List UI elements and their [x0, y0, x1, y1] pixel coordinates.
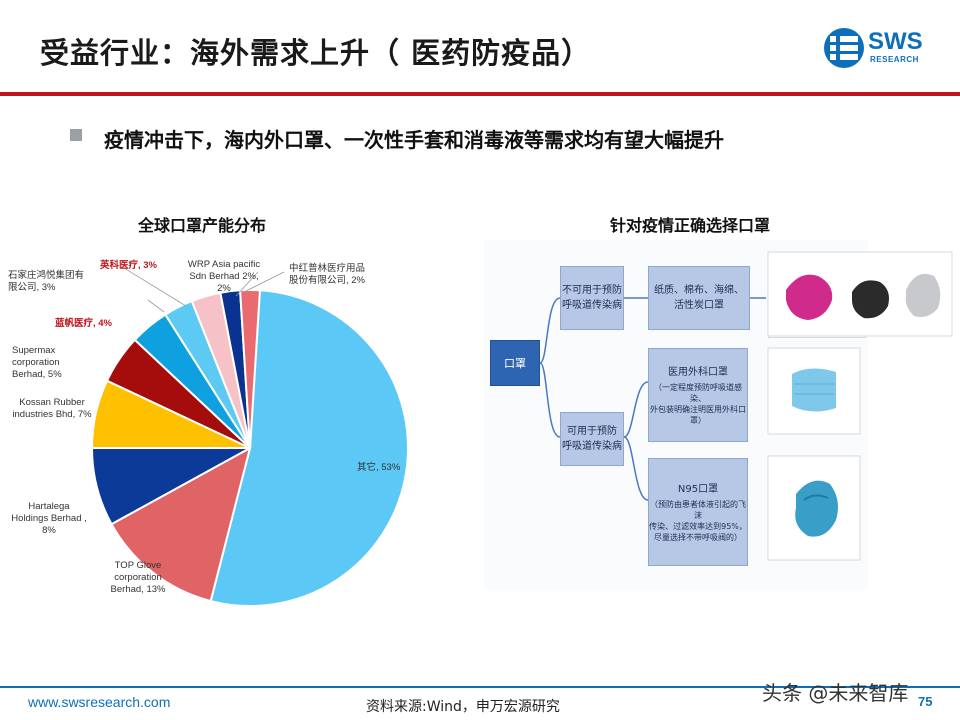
bullet-square-icon: [70, 129, 82, 141]
n95-mask-desc1: （预防由患者体液引起的飞沫: [650, 499, 746, 520]
branch-no-line2: 呼吸道传染病: [562, 300, 622, 311]
leader-line-1: [123, 267, 187, 307]
branch-yes-box: 可用于预防 呼吸道传染病: [560, 412, 624, 466]
no-types-line1: 纸质、棉布、海绵、: [654, 285, 744, 296]
diagram-connectors: [539, 297, 766, 501]
title-bar: 受益行业：海外需求上升（ 医药防疫品） SWS RESEARCH: [0, 0, 960, 92]
branch-yes-line2: 呼吸道传染病: [562, 441, 622, 452]
label-top-glove-line1: TOP Glove: [114, 560, 162, 571]
watermark: 头条 @未来智库: [762, 681, 909, 705]
surgical-mask-box: 医用外科口罩 （一定程度预防呼吸道感染、 外包装明确注明医用外科口罩）: [648, 348, 748, 442]
label-zhonghong: 中红普林医疗用品 股份有限公司, 2%: [289, 263, 365, 287]
label-top-glove-line2: corporation: [114, 572, 162, 583]
n95-mask-box: N95口罩 （预防由患者体液引起的飞沫 传染、过滤效率达到95%， 尽量选择不带…: [648, 458, 748, 566]
logo-text: SWS: [868, 28, 923, 55]
pie-slice-1: [110, 446, 252, 603]
label-shijiazhuang-line1: 石家庄鸿悦集团有: [8, 270, 85, 281]
n95-mask-desc2: 传染、过滤效率达到95%，: [649, 521, 747, 531]
branch-no-line1: 不可用于预防: [562, 285, 622, 296]
surgical-mask-desc2: 外包装明确注明医用外科口罩）: [650, 404, 746, 425]
label-supermax-line1: Supermax: [12, 345, 56, 356]
n95-mask-desc3: 尽量选择不带呼吸阀的）: [654, 532, 742, 542]
label-supermax-line2: corporation: [12, 357, 60, 368]
label-wrp: WRP Asia pacific Sdn Berhad 2%, 2%: [180, 259, 268, 295]
leader-line-2: [235, 271, 259, 297]
no-types-line2: 活性炭口罩: [674, 300, 724, 311]
root-box: 口罩: [490, 340, 540, 386]
branch-no-box: 不可用于预防 呼吸道传染病: [560, 266, 624, 330]
label-shijiazhuang: 石家庄鸿悦集团有 限公司, 3%: [8, 270, 84, 294]
label-kossan-line1: Kossan Rubber: [19, 397, 85, 408]
label-hartalega-line1: Hartalega: [28, 501, 70, 512]
connector-yes-n95: [623, 436, 649, 501]
label-hartalega: Hartalega Holdings Berhad , 8%: [6, 501, 92, 537]
page-number: 75: [918, 694, 933, 709]
label-top-glove: TOP Glove corporation Berhad, 13%: [100, 560, 176, 596]
pie-chart: [90, 267, 409, 607]
branch-yes-line1: 可用于预防: [567, 426, 617, 437]
connector-yes-surgical: [623, 381, 649, 438]
label-hartalega-line3: 8%: [42, 525, 56, 536]
header-divider: [0, 92, 960, 96]
footer-divider: [0, 686, 960, 688]
label-top-glove-line3: Berhad, 13%: [110, 584, 166, 595]
label-qita: 其它, 53%: [357, 462, 401, 473]
surgical-mask-desc1: （一定程度预防呼吸道感染、: [654, 382, 742, 403]
chart-title: 全球口罩产能分布: [138, 216, 267, 235]
logo-sub: RESEARCH: [870, 55, 919, 64]
diagram-title: 针对疫情正确选择口罩: [610, 216, 771, 235]
sws-logo-icon: [824, 28, 864, 68]
pie-slice-0: [209, 289, 409, 607]
label-shijiazhuang-line2: 限公司, 3%: [8, 282, 56, 293]
label-kossan-line2: industries Bhd, 7%: [12, 409, 92, 420]
label-zhonghong-line2: 股份有限公司, 2%: [289, 275, 366, 286]
mask-photo-group-1: [768, 252, 866, 338]
surgical-mask-title: 医用外科口罩: [668, 366, 728, 378]
footer-url[interactable]: www.swsresearch.com: [28, 694, 171, 710]
leader-line-0: [147, 299, 165, 313]
leader-line-3: [243, 271, 285, 293]
pie-slice-9: [239, 289, 261, 449]
footer-source: 资料来源:Wind，申万宏源研究: [366, 699, 560, 715]
mask-diagram: 口罩 不可用于预防 呼吸道传染病 可用于预防 呼吸道传染病 纸质、棉布、海绵、 …: [484, 240, 868, 590]
label-lanfan: 蓝帆医疗, 4%: [55, 318, 113, 329]
label-kossan: Kossan Rubber industries Bhd, 7%: [8, 397, 96, 421]
label-supermax: Supermax corporation Berhad, 5%: [12, 345, 62, 381]
n95-mask-title: N95口罩: [677, 483, 719, 495]
sws-logo: SWS RESEARCH: [822, 26, 942, 72]
headline: 疫情冲击下，海内外口罩、一次性手套和消毒液等需求均有望大幅提升: [104, 128, 724, 152]
label-wrp-line1: WRP Asia pacific: [187, 259, 261, 270]
page-title: 受益行业：海外需求上升（ 医药防疫品）: [40, 36, 592, 70]
label-yingke: 英科医疗, 3%: [100, 260, 158, 271]
label-wrp-line3: 2%: [217, 283, 231, 294]
label-supermax-line3: Berhad, 5%: [12, 369, 62, 380]
connector-root-yes: [539, 362, 561, 438]
label-wrp-line2: Sdn Berhad 2%,: [189, 271, 259, 282]
label-zhonghong-line1: 中红普林医疗用品: [289, 263, 366, 274]
label-hartalega-line2: Holdings Berhad ,: [11, 513, 87, 524]
connector-root-no: [539, 297, 561, 364]
no-types-box: 纸质、棉布、海绵、 活性炭口罩: [648, 266, 750, 330]
